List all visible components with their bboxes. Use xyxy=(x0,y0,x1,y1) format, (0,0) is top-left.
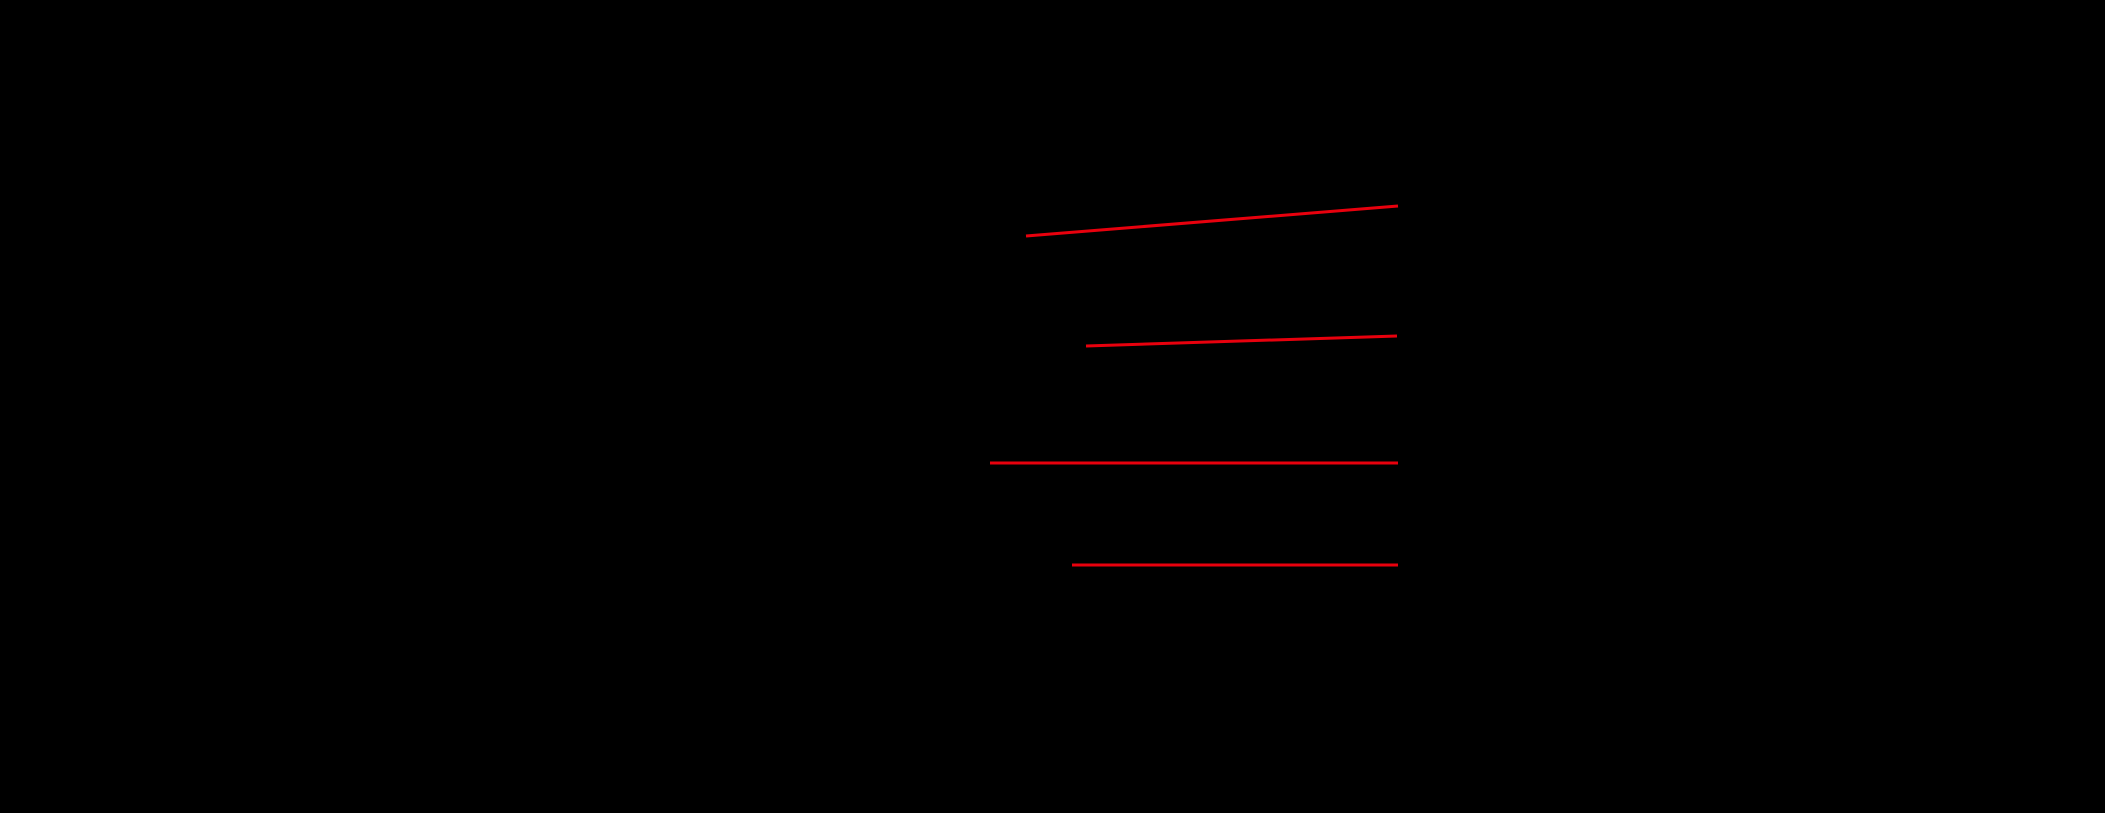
trend-line-1 xyxy=(1025,204,1399,238)
trend-line-2 xyxy=(1085,334,1398,348)
